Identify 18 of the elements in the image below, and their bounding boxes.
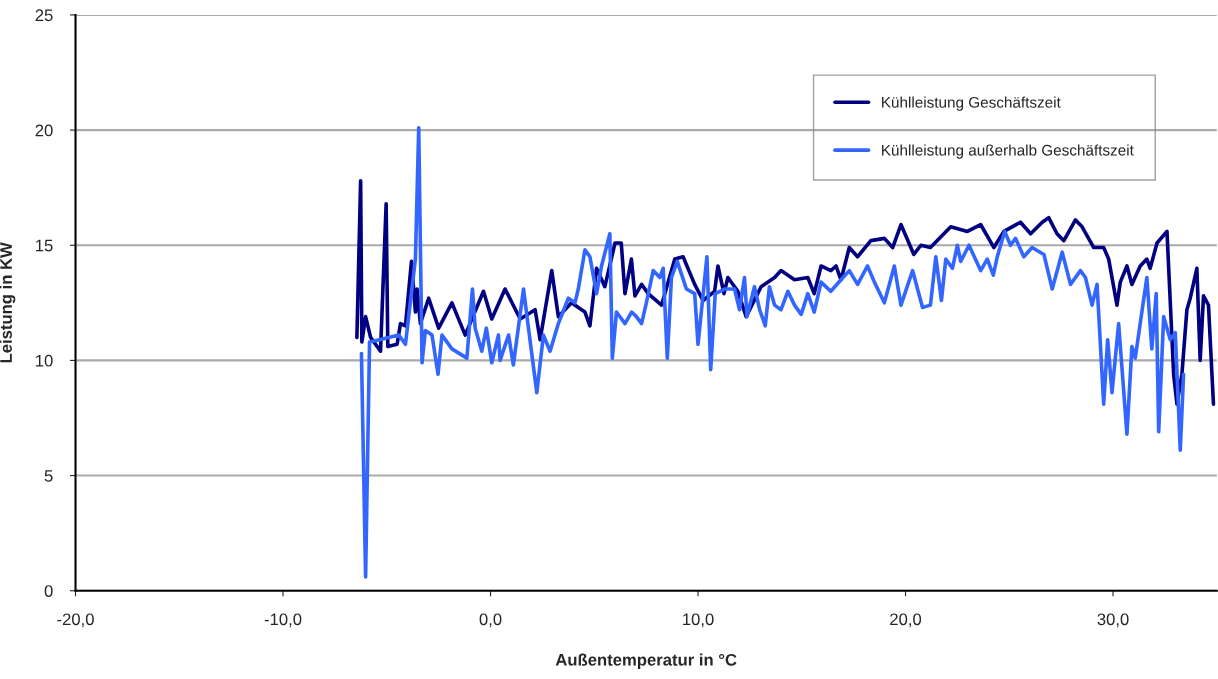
y-tick-label: 5 — [44, 470, 53, 482]
x-tick-label: 20,0 — [890, 613, 922, 628]
y-tick-label: 0 — [44, 585, 53, 597]
x-tick-label: -10,0 — [264, 613, 302, 628]
legend-label: Kühlleistung außerhalb Geschäftszeit — [882, 144, 1134, 159]
y-tick-label: 20 — [35, 124, 53, 137]
x-axis-title: Außentemperatur in °C — [555, 653, 737, 670]
y-tick-label: 25 — [35, 9, 53, 22]
line-series — [359, 125, 1186, 579]
line-series — [355, 178, 1216, 406]
x-tick-label: 0,0 — [479, 613, 502, 628]
y-tick-label: 10 — [36, 354, 53, 367]
legend-label: Kühlleistung Geschäftszeit — [882, 96, 1061, 111]
y-tick-label: 15 — [36, 239, 53, 252]
x-tick-label: 30,0 — [1097, 613, 1129, 628]
x-tick-label: 10,0 — [683, 613, 714, 628]
x-tick-label: -20,0 — [57, 613, 94, 628]
y-axis-title: Leistung in KW — [0, 242, 16, 363]
